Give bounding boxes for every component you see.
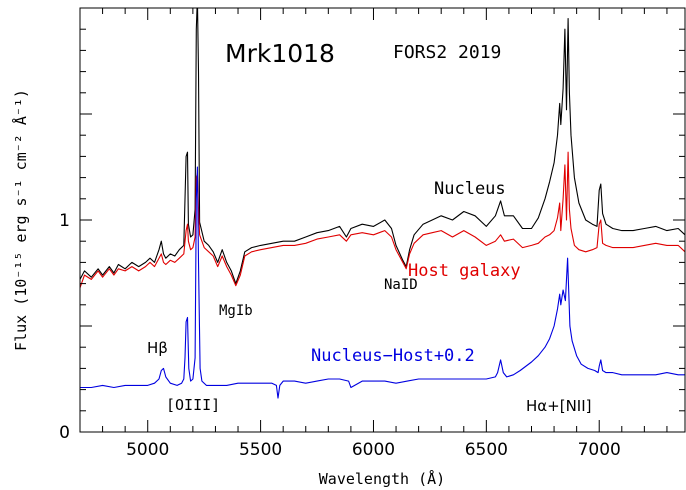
x-tick-label: 6500 <box>465 440 508 460</box>
axis-ticks: 5000 5500 6000 6500 7000 0 1 <box>59 8 685 460</box>
y-axis-label: Flux (10⁻¹⁵ erg s⁻¹ cm⁻² Å⁻¹) <box>11 89 30 351</box>
x-tick-label: 7000 <box>578 440 621 460</box>
label-host-galaxy: Host galaxy <box>408 261 521 281</box>
y-tick-label: 1 <box>59 211 70 231</box>
x-tick-label: 6000 <box>352 440 395 460</box>
series-line-1 <box>80 8 685 285</box>
label-difference: Nucleus−Host+0.2 <box>311 346 475 366</box>
x-tick-label: 5500 <box>239 440 282 460</box>
x-tick-label: 5000 <box>126 440 169 460</box>
label-hbeta: Hβ <box>147 339 168 357</box>
label-nucleus: Nucleus <box>434 179 506 199</box>
x-axis-label: Wavelength (Å) <box>319 469 445 488</box>
label-mgib: MgIb <box>219 303 253 319</box>
y-tick-label: 0 <box>59 423 70 443</box>
label-naid: NaID <box>384 277 418 293</box>
series-line-2 <box>80 151 685 288</box>
chart-title: Mrk1018 <box>225 39 335 68</box>
series-group <box>80 8 685 399</box>
label-halpha: Hα+[NII] <box>526 397 592 415</box>
series-line-3 <box>80 166 685 399</box>
label-oiii: [OIII] <box>166 396 220 414</box>
chart-subtitle: FORS2 2019 <box>393 42 501 63</box>
